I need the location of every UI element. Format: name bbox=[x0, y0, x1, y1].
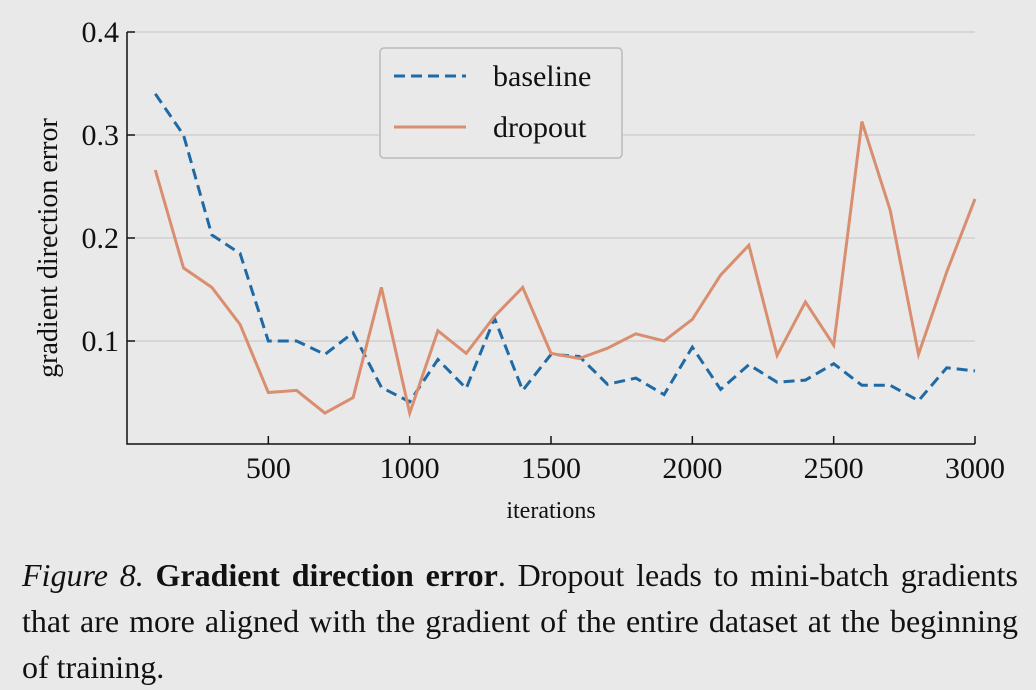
caption: Figure 8. Gradient direction error. Drop… bbox=[22, 552, 1018, 690]
line-1 bbox=[153, 121, 977, 419]
x-axis-label: iterations bbox=[506, 498, 595, 524]
y-tick-label: 0.4 bbox=[82, 16, 120, 49]
axes bbox=[126, 32, 975, 445]
caption-text: . Dropout leads to mini-batch gradients … bbox=[22, 557, 1019, 685]
x-tick-label: 2000 bbox=[662, 452, 722, 485]
x-tick-label: 1500 bbox=[521, 452, 581, 485]
caption-title: Gradient direction error bbox=[155, 557, 498, 593]
caption-label: Figure 8. bbox=[22, 557, 144, 593]
legend-label: baseline bbox=[493, 60, 591, 93]
x-tick-label: 500 bbox=[246, 452, 291, 485]
x-tick-label: 2500 bbox=[804, 452, 864, 485]
legend-label: dropout bbox=[493, 111, 587, 144]
x-tick-label: 1000 bbox=[380, 452, 440, 485]
y-tick-label: 0.2 bbox=[82, 222, 120, 255]
y-axis-label: gradient direction error bbox=[33, 117, 64, 377]
legend-box bbox=[379, 47, 623, 159]
x-tick-label: 3000 bbox=[945, 452, 1005, 485]
y-tick-label: 0.1 bbox=[82, 325, 120, 358]
chart: 0.1 0.2 0.3 0.4 500 1000 1500 2000 2500 3000 itera… bbox=[33, 16, 1005, 524]
y-tick-label: 0.3 bbox=[82, 119, 120, 152]
